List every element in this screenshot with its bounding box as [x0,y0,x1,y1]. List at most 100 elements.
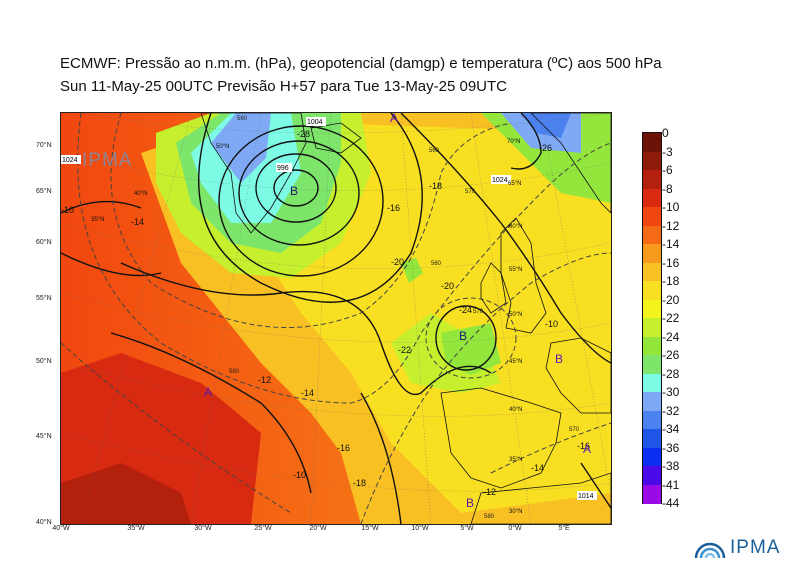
inner-lat-label: 70°N [507,139,520,145]
temperature-label: -12 [483,487,496,497]
colorbar-tick-label: 0 [662,126,669,140]
graticule [61,113,611,524]
iberia-coastline [440,387,562,489]
temperature-field-extreme-north [521,113,571,138]
low-pressure-letter: B [459,329,467,343]
north-africa-coastline [470,472,611,524]
colorbar-tick-label: -28 [662,366,680,381]
lon-tick-label: 5°W [460,525,474,532]
lon-tick-label: 30°W [194,525,212,532]
temperature-field-hottest [61,463,191,524]
geopotential-labels: 560 570 580 560 570 580 570 560 [229,116,580,520]
colorbar-tick-label: -20 [662,292,680,307]
colorbar-segment [643,373,661,393]
inner-lat-label: 35°N [509,457,522,463]
temperature-label: -20 [441,281,454,291]
isobar-label: 1004 [307,119,323,126]
low-pressure-letter: B [290,184,298,198]
low-pressure-letter: B [466,496,474,510]
colorbar-segment [643,281,661,300]
temperature-label: -26 [539,143,552,153]
geopotential-label: 560 [429,148,440,154]
weather-map: 1024 1004 1024 1014 996 560 570 580 560 … [60,112,612,525]
temperature-field-cold-spot [401,258,423,283]
colorbar-segment [643,466,661,485]
temperature-label: -10 [545,319,558,329]
temperature-label: -16 [577,441,590,451]
colorbar-segment [643,225,661,245]
colorbar-segment [643,188,661,208]
colorbar-segment [643,429,661,448]
colorbar-tick-label: -36 [662,440,680,455]
colorbar-tick-label: -44 [662,496,680,510]
geopotential-label: 580 [484,514,495,520]
colorbar-segment [643,355,661,374]
pressure-systems: B B A A B B A [204,113,591,510]
colorbar-tick-label: -32 [662,403,680,418]
colorbar-segment [643,299,661,319]
lat-tick-label: 70°N [36,142,52,149]
colorbar-tick-label: -26 [662,348,680,362]
norway-coastline [530,113,611,214]
iceland-coastline [310,122,362,154]
temperature-label: -18 [353,478,366,488]
temperature-labels: -14 -16 -18 -20 -22 -12 -14 -16 -18 -10 … [61,129,590,497]
colorbar-segment [643,244,661,263]
colorbar-tick-label: -34 [662,422,680,436]
lon-tick-label: 0°W [508,525,522,532]
colorbar-tick-label: -16 [662,255,680,270]
colorbar-tick-label: -12 [662,218,680,233]
colorbar-segment [643,262,661,282]
colorbar-segment [643,207,661,226]
isobars [61,113,611,524]
temperature-field-frigid [211,113,271,183]
chart-subtitle: Sun 11-May-25 00UTC Previsão H+57 para T… [60,78,508,95]
isobar-label: 1024 [492,177,508,184]
temperature-label: -16 [387,203,400,213]
lon-tick-label: 40°W [52,525,70,532]
greenland-coastline [200,113,307,234]
inner-lat-label: 50°N [216,144,229,150]
colorbar-tick-label: -22 [662,311,680,325]
lon-tick-label: 10°W [411,525,429,532]
temperature-label: -22 [398,345,411,355]
lat-tick-label: 55°N [36,295,52,302]
colorbar-segment [643,447,661,467]
colorbar-tick-label: -24 [662,329,680,344]
temperature-label: -18 [429,181,442,191]
isobar-labels: 1024 1004 1024 1014 996 [61,117,597,500]
temperature-label: -14 [531,463,544,473]
colorbar-segment [643,151,661,171]
inner-lat-label: 45°N [509,359,522,365]
lon-tick-label: 25°W [254,525,272,532]
colorbar-tick-label: -30 [662,385,680,399]
temperature-label: -14 [131,217,144,227]
low-pressure-letter: B [555,352,563,366]
high-pressure-letter: A [583,442,591,456]
great-britain-coastline [500,217,547,334]
temperature-label: -14 [301,388,314,398]
colorbar-tick-label: -38 [662,459,680,473]
chart-title: ECMWF: Pressão ao n.m.m. (hPa), geopoten… [60,55,662,72]
colorbar-segment [643,133,661,152]
lat-tick-label: 65°N [36,188,52,195]
inner-lat-label: 30°N [509,509,522,515]
geopotential-contours [61,113,611,524]
lat-tick-label: 50°N [36,358,52,365]
high-pressure-letter: A [204,385,212,399]
lon-tick-label: 35°W [127,525,145,532]
colorbar-segment [643,484,661,504]
ipma-logo-icon [694,542,726,559]
isobar-label: 1024 [62,157,78,164]
colorbar-segment [643,318,661,337]
temperature-label: -28 [297,129,310,139]
temperature-label: -10 [293,470,306,480]
geopotential-label: 580 [229,369,240,375]
lat-tick-label: 60°N [36,239,52,246]
temperature-label: -12 [258,375,271,385]
ipma-logo-text: IPMA [730,537,781,558]
geopotential-label: 570 [569,427,580,433]
inner-lat-label: 55°N [509,267,522,273]
temperature-label: -20 [391,257,404,267]
geopotential-label: 560 [237,116,248,122]
